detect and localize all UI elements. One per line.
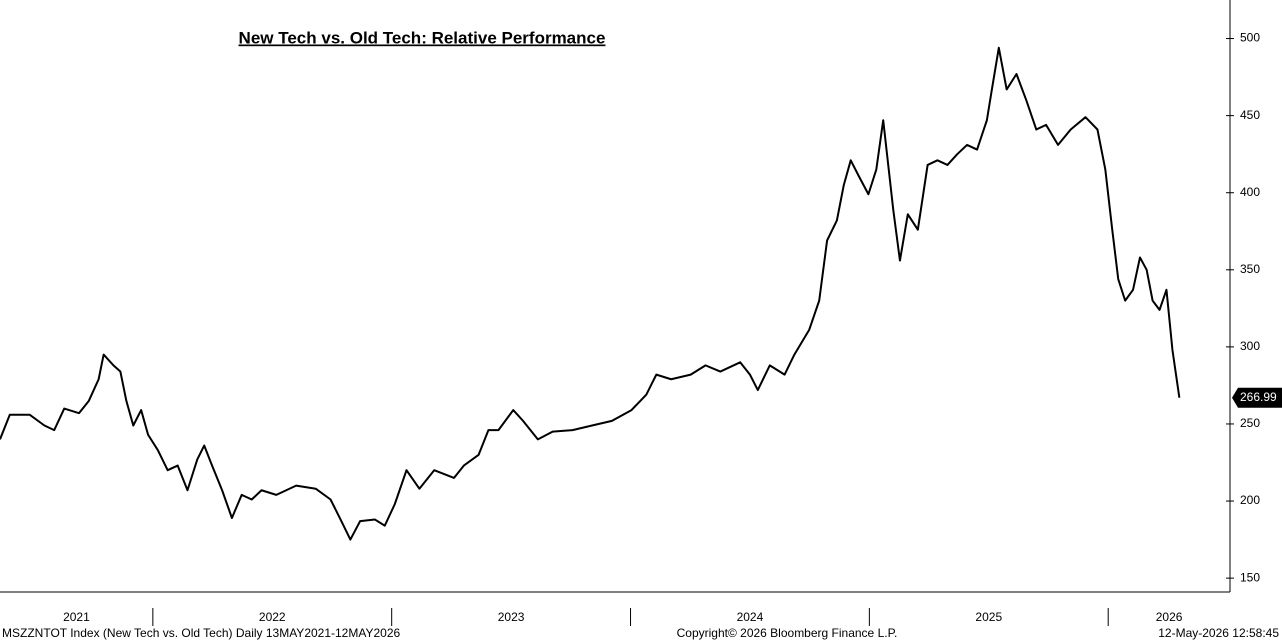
copyright-note: Copyright© 2026 Bloomberg Finance L.P. <box>677 626 898 640</box>
last-value-box <box>1232 387 1282 408</box>
y-tick-label: 400 <box>1240 185 1260 199</box>
y-tick-label: 200 <box>1240 493 1260 507</box>
x-tick-label: 2021 <box>63 610 90 624</box>
timestamp: 12-May-2026 12:58:45 <box>1158 626 1279 640</box>
y-tick-label: 350 <box>1240 262 1260 276</box>
x-tick-label: 2025 <box>975 610 1002 624</box>
last-value-label: 266.99 <box>1240 390 1277 404</box>
y-tick-label: 150 <box>1240 570 1260 584</box>
y-tick-label: 250 <box>1240 416 1260 430</box>
x-tick-label: 2024 <box>737 610 764 624</box>
y-tick-label: 450 <box>1240 108 1260 122</box>
chart-title: New Tech vs. Old Tech: Relative Performa… <box>239 28 606 47</box>
source-note: MSZZNTOT Index (New Tech vs. Old Tech) D… <box>2 626 400 640</box>
x-tick-label: 2022 <box>259 610 286 624</box>
x-tick-label: 2023 <box>498 610 525 624</box>
series-line <box>0 46 1181 541</box>
x-tick-label: 2026 <box>1156 610 1183 624</box>
y-tick-label: 500 <box>1240 31 1260 45</box>
y-tick-label: 300 <box>1240 339 1260 353</box>
